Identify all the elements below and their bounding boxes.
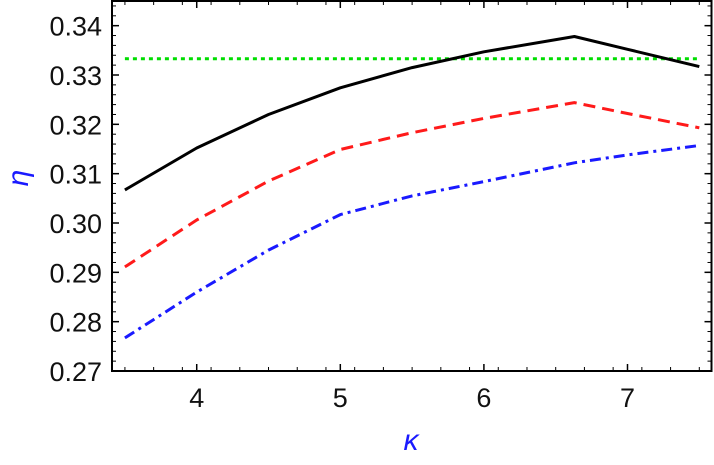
series-line-dashed: [124, 101, 700, 269]
series-line-dashdot: [124, 144, 700, 340]
x-tick-label: 4: [189, 383, 204, 413]
y-tick-label: 0.30: [49, 209, 102, 239]
x-tick-label: 6: [476, 383, 491, 413]
series-line-solid: [124, 35, 700, 192]
x-tick-label: 7: [620, 383, 635, 413]
x-tick-label: 5: [333, 383, 348, 413]
y-tick-label: 0.32: [49, 110, 102, 140]
y-tick-label: 0.29: [49, 258, 102, 288]
y-tick-label: 0.34: [49, 12, 102, 42]
y-tick-label: 0.27: [49, 357, 102, 387]
y-tick-label: 0.33: [49, 61, 102, 91]
y-tick-label: 0.31: [49, 160, 102, 190]
plot-frame: [111, 0, 713, 372]
y-axis-label: η: [2, 170, 35, 187]
x-axis-label: κ: [404, 424, 421, 457]
y-tick-label: 0.28: [49, 308, 102, 338]
